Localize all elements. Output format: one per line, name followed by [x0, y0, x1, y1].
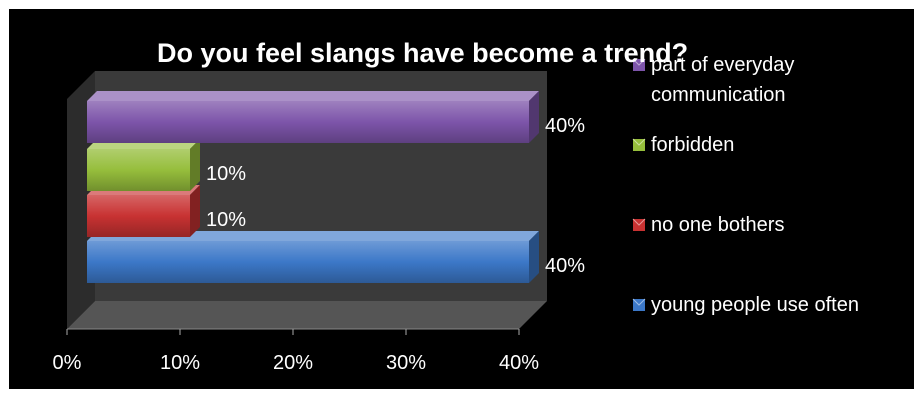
bars — [87, 91, 539, 283]
bar-end-face — [529, 231, 539, 283]
bar-top-face — [87, 91, 539, 101]
x-tick-label: 20% — [273, 352, 313, 374]
x-tick-label: 0% — [53, 352, 82, 374]
bar-front-face — [87, 241, 529, 283]
data-label: 10% — [206, 209, 246, 231]
legend-item: no one bothers — [632, 214, 784, 236]
data-label: 10% — [206, 163, 246, 185]
floor — [67, 301, 547, 329]
bar-top-face — [87, 231, 539, 241]
x-tick-label: 40% — [499, 352, 539, 374]
bar-no-one-bothers — [87, 185, 200, 237]
bar-forbidden — [87, 139, 200, 191]
legend-label: part of everyday — [651, 54, 794, 76]
data-label: 40% — [545, 255, 585, 277]
chart-title: Do you feel slangs have become a trend? — [157, 38, 688, 68]
bar-part-of-everyday-communication — [87, 91, 539, 143]
x-axis: 0% 10% 20% 30% 40% — [53, 328, 539, 374]
legend-label: communication — [651, 84, 786, 106]
legend-item: part of everyday communication — [632, 54, 794, 106]
legend: part of everyday communication forbidden no… — [632, 54, 859, 316]
bar-young-people-use-often — [87, 231, 539, 283]
legend-label: young people use often — [651, 294, 859, 316]
legend-label: forbidden — [651, 134, 734, 156]
bar-end-face — [190, 139, 200, 191]
data-labels: 40% 10% 10% 40% — [206, 115, 585, 277]
chart-area: 0% 10% 20% 30% 40% 40% 10% 10% 40% part of ever… — [9, 9, 914, 389]
bar-front-face — [87, 195, 190, 237]
legend-item: young people use often — [632, 294, 859, 316]
x-tick-label: 30% — [386, 352, 426, 374]
legend-label: no one bothers — [651, 214, 784, 236]
x-tick-label: 10% — [160, 352, 200, 374]
bar-end-face — [529, 91, 539, 143]
bar-end-face — [190, 185, 200, 237]
data-label: 40% — [545, 115, 585, 137]
bar-front-face — [87, 101, 529, 143]
bar-chart: 0% 10% 20% 30% 40% 40% 10% 10% 40% part of ever… — [53, 38, 859, 374]
bar-front-face — [87, 149, 190, 191]
legend-item: forbidden — [632, 134, 734, 156]
